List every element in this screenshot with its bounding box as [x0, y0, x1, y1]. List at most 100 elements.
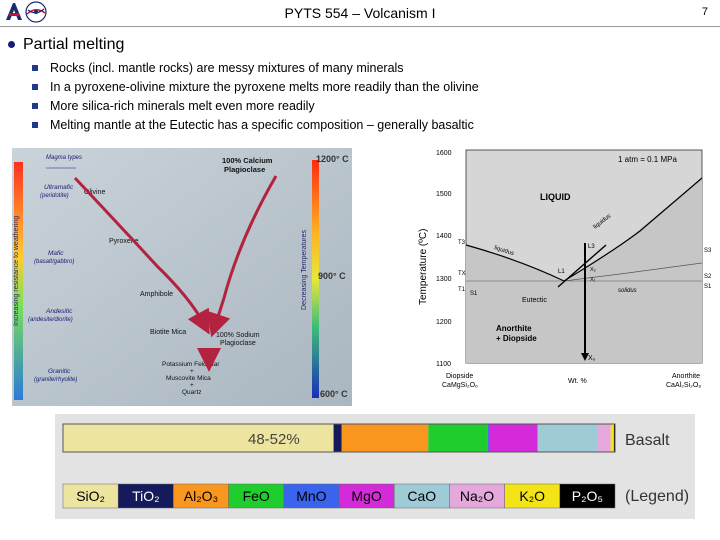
- legend-oxide-label: CaO: [407, 488, 436, 504]
- y-tick-1100: 1100: [436, 361, 451, 368]
- basalt-segment: [487, 424, 489, 452]
- s3-label: S3: [704, 248, 712, 254]
- arrow-head-icon: [581, 353, 589, 361]
- legend-swatch: [283, 483, 340, 509]
- y-axis-label: Temperature (ºC): [418, 229, 429, 305]
- rock-felsic: Granitic: [48, 368, 71, 375]
- basalt-segment: [597, 424, 611, 452]
- bowen-reaction-series-diagram: Increasing resistance to weathering Decr…: [12, 148, 352, 406]
- phase-diagram: 1600 1500 1400 1300 1200 1100 Temperatur…: [410, 145, 715, 407]
- basalt-label: Basalt: [625, 432, 670, 449]
- mineral-final-5: Quartz: [182, 389, 202, 396]
- x2-label: X₂: [590, 267, 596, 273]
- list-item: Melting mantle at the Eutectic has a spe…: [32, 116, 479, 135]
- bullet-text: Melting mantle at the Eutectic has a spe…: [50, 118, 474, 132]
- bullet-text: In a pyroxene-olivine mixture the pyroxe…: [50, 80, 479, 94]
- legend-swatch: [559, 483, 616, 509]
- y-tick-1500: 1500: [436, 191, 452, 198]
- solidus-curve: [563, 262, 703, 282]
- legend-oxide-label: K₂O: [519, 488, 545, 504]
- y-tick-1600: 1600: [436, 150, 452, 157]
- t1-label: T1: [458, 287, 466, 293]
- basalt-sio2-percent: 48-52%: [248, 431, 300, 448]
- section-heading-text: Partial melting: [23, 36, 125, 53]
- mineral-final-1: Potassium Feldspar: [162, 361, 220, 368]
- basalt-segment: [333, 424, 342, 452]
- legend-oxide-label: TiO₂: [132, 488, 159, 504]
- slide-title: PYTS 554 – Volcanism I: [284, 5, 436, 21]
- x-right-label-1: Anorthite: [672, 373, 700, 380]
- basalt-segment: [428, 424, 488, 452]
- discontinuous-series-arrow: [73, 176, 210, 335]
- magma-types-label: Magma types: [46, 155, 82, 161]
- x-left-label-2: CaMgSi₂O₆: [442, 382, 478, 389]
- rock-mafic: Mafic: [48, 250, 64, 257]
- mineral-pyroxene: Pyroxene: [109, 238, 139, 245]
- composition-bars: 48-52% Basalt SiO₂ TiO₂ Al₂O₃ FeO MnO MgO CaO N…: [55, 414, 695, 519]
- section-heading: Partial melting: [8, 36, 124, 54]
- diagram-background: [12, 148, 352, 406]
- mineral-na-plag-2: Plagioclase: [220, 340, 256, 347]
- temp-1200: 1200° C: [316, 154, 349, 164]
- solidus-label: solidus: [618, 288, 637, 294]
- oxide-legend: SiO₂ TiO₂ Al₂O₃ FeO MnO MgO CaO Na₂O K₂O P₂O₅: [62, 483, 616, 509]
- liquidus-right: [563, 177, 703, 282]
- liquid-label: LIQUID: [540, 192, 571, 202]
- mineral-final-2: +: [190, 368, 194, 375]
- mineral-na-plag-1: 100% Sodium: [216, 332, 260, 339]
- legend-swatch: [393, 483, 450, 509]
- x0-label: X₀: [588, 355, 596, 362]
- solid-region-label-2: + Diopside: [496, 334, 537, 343]
- mineral-ca-plag-1: 100% Calcium: [222, 156, 273, 165]
- square-bullet-icon: [32, 102, 38, 109]
- bullet-text: Rocks (incl. mantle rocks) are messy mix…: [50, 61, 404, 75]
- basalt-segment: [341, 424, 429, 452]
- basalt-segment: [488, 424, 538, 452]
- pressure-label: 1 atm = 0.1 MPa: [618, 155, 677, 164]
- rock-ultramafic: Ultramafic: [44, 184, 74, 191]
- mineral-final-3: Muscovite Mica: [166, 375, 211, 382]
- list-item: Rocks (incl. mantle rocks) are messy mix…: [32, 59, 479, 78]
- legend-oxide-label: FeO: [243, 488, 270, 504]
- liquidus-label-left: liquidus: [493, 245, 514, 257]
- basalt-bar-outline: [62, 423, 616, 453]
- basalt-segment: [537, 424, 598, 452]
- legend-oxide-label: Na₂O: [460, 488, 494, 504]
- mineral-ca-plag-2: Plagioclase: [224, 165, 265, 174]
- legend-swatch: [173, 483, 229, 509]
- rock-ultramafic-sub: (peridotite): [40, 193, 69, 199]
- x1-label: X₁: [590, 277, 596, 283]
- mineral-amphibole: Amphibole: [140, 291, 173, 298]
- temperature-axis-label: Decreasing Temperatures: [301, 229, 308, 310]
- liquidus-left: [465, 244, 565, 282]
- continuous-series-arrow: [207, 175, 278, 338]
- tie-line: [557, 244, 607, 288]
- tx-label: TX: [458, 271, 466, 277]
- mineral-biotite: Biotite Mica: [150, 329, 186, 336]
- legend-oxide-label: Al₂O₃: [184, 488, 218, 504]
- square-bullet-icon: [32, 64, 38, 71]
- y-tick-1200: 1200: [436, 319, 452, 326]
- legend-swatch: [449, 483, 505, 509]
- square-bullet-icon: [32, 121, 38, 128]
- l3-label: L3: [588, 244, 595, 250]
- temp-900: 900° C: [318, 271, 346, 281]
- legend-swatch: [228, 483, 285, 509]
- list-item: More silica-rich minerals melt even more…: [32, 97, 479, 116]
- y-tick-1300: 1300: [436, 276, 452, 283]
- mineral-final-4: +: [190, 382, 194, 389]
- rock-mafic-sub: (basalt/gabbro): [34, 259, 74, 265]
- square-bullet-icon: [32, 83, 38, 90]
- legend-oxide-label: P₂O₅: [572, 488, 603, 504]
- basalt-segment: [610, 424, 614, 452]
- mineral-olivine: Olivine: [84, 189, 106, 196]
- x-left-label-1: Diopside: [446, 373, 473, 380]
- bullet-list: Rocks (incl. mantle rocks) are messy mix…: [32, 59, 479, 135]
- s1-right-label: S1: [704, 284, 712, 290]
- x-axis-label: Wt. %: [568, 378, 587, 385]
- weathering-gradient-bar: [14, 162, 23, 400]
- temp-600: 600° C: [320, 389, 348, 399]
- legend-label: (Legend): [625, 488, 689, 505]
- temperature-gradient-bar: [312, 160, 319, 398]
- l1-label: L1: [558, 269, 565, 275]
